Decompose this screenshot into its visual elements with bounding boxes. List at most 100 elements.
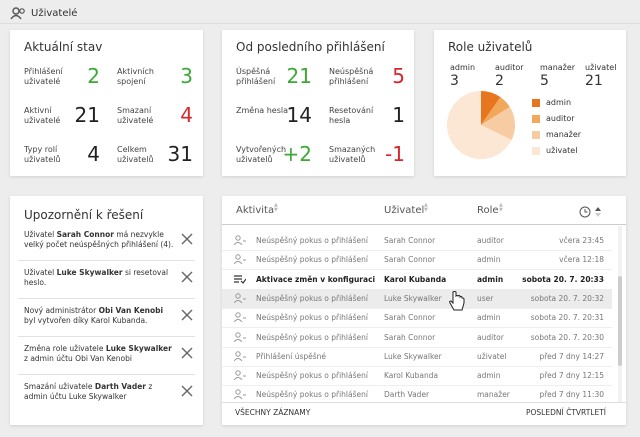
legend-swatch [532,131,540,139]
alert-name: Obi Van Kenobi [98,306,164,315]
role-count: 5 [540,73,549,89]
activity-name: Neúspěšný pokus o přihlášení [256,255,368,265]
activity-name: Neúspěšný pokus o přihlášení [256,332,368,342]
metric-value: 2 [87,64,100,88]
activity-user: Sarah Connor [384,236,436,245]
activity-time: včera 23:45 [559,236,604,245]
card-title: Aktuální stav [24,40,103,54]
table-body: Neúspěšný pokus o přihlášení Sarah Connor… [222,231,626,403]
dismiss-button[interactable] [181,309,193,321]
activity-icon [234,254,246,265]
card-title: Upozornění k řešení [24,208,144,222]
pie-slice [481,91,501,125]
metric-value: 14 [286,103,312,127]
activity-role: admin [477,274,504,284]
activity-role: user [477,293,494,303]
divider [18,260,195,261]
divider [18,336,195,337]
alert-after: byl vytvořen díky Karol Kubanda. [24,306,166,325]
metric-value: +2 [282,142,312,166]
all-records-link[interactable]: VŠECHNY ZÁZNAMY [235,408,311,417]
activity-role: admin [477,313,501,323]
alert-after: si resetoval heslo. [24,268,171,287]
activity-row[interactable]: Neúspěšný pokus o přihlášení Karol Kuband… [222,366,612,387]
role-count: 2 [495,73,504,89]
pie-slice [481,107,515,140]
column-header[interactable]: Aktivita [236,205,275,216]
activity-user: Luke Skywalker [384,293,442,303]
activity-user: Karol Kubanda [384,274,447,284]
activity-user: Darth Vader [384,390,430,400]
metric-label: Aktivní uživatelé [24,106,61,125]
activity-user: Karol Kubanda [384,371,439,381]
status-card: Aktuální stav Přihlášení uživatelé 2 Aktiv… [10,30,203,176]
role-count: 3 [450,73,459,89]
activity-row[interactable]: Neúspěšný pokus o přihlášení Sarah Connor… [222,231,612,251]
sort-arrows[interactable]: ▲ ▼ [274,202,278,213]
activity-row[interactable]: Neúspěšný pokus o přihlášení Sarah Connor… [222,308,612,329]
activity-time: sobota 20. 7. 20:31 [530,313,604,323]
activity-time: před 7 dny 14:27 [539,351,604,361]
role-name: uživatel [585,63,617,72]
alert-text: Nový administrátor Obi Van Kenobi byl vy… [24,306,174,326]
sort-arrows[interactable]: ▲ ▼ [424,202,428,213]
metric-value: 31 [167,142,193,166]
card-title: Role uživatelů [448,40,533,54]
alert-after: z admin účtu Luke Skywalker [24,382,155,401]
activity-role: admin [477,371,501,381]
alert-name: Darth Vader [94,382,147,391]
activity-name: Neúspěšný pokus o přihlášení [256,313,368,323]
column-header[interactable]: Uživatel [384,205,425,216]
dismiss-button[interactable] [181,385,193,397]
activity-icon [234,351,246,361]
alert-before: Nový administrátor [24,306,99,315]
divider [0,23,640,24]
dismiss-button[interactable] [181,271,193,283]
divider [18,374,195,375]
activity-role: manažer [477,390,510,400]
activity-icon [234,389,246,400]
activity-row[interactable]: Neúspěšný pokus o přihlášení Luke Skywalk… [222,288,612,309]
metric-label: Typy rolí uživatelů [24,145,61,164]
column-header[interactable]: Role [477,205,499,216]
metric-label: Neúspěšná přihlášení [329,67,374,86]
alert-after: má nezvykle velký počet neúspěšných přih… [24,230,174,249]
roles-pie [447,91,515,159]
metric-value: -1 [385,142,405,166]
time-sort[interactable] [579,206,605,218]
dismiss-button[interactable] [181,233,193,245]
dismiss-button[interactable] [181,347,193,359]
alert-before: Uživatel [24,268,57,277]
activity-row[interactable]: Neúspěšný pokus o přihlášení Sarah Connor… [222,250,612,271]
metric-label: Celkem uživatelů [117,145,154,164]
alert-text: Uživatel Sarah Connor má nezvykle velký … [24,230,174,250]
metric-value: 1 [392,103,405,127]
activity-row[interactable]: Neúspěšný pokus o přihlášení Darth Vader m… [222,385,612,403]
period-filter[interactable]: POSLEDNÍ ČTVRTLETÍ [526,408,606,417]
alert-before: Smazání uživatele [24,382,95,391]
activity-name: Neúspěšný pokus o přihlášení [256,390,368,400]
alert-before: Změna role uživatele [24,344,106,353]
activity-name: Neúspěšný pokus o přihlášení [256,236,368,245]
scrollbar[interactable] [618,226,622,402]
metric-value: 4 [87,142,100,166]
alert-after: z admin účtu Obi Van Kenobi [24,344,175,363]
card-title: Od posledního přihlášení [236,40,385,54]
activity-time: včera 12:18 [559,255,604,265]
sort-arrows[interactable]: ▲ ▼ [499,202,503,213]
activity-row[interactable]: Aktivace změn v konfiguraci Karol Kubanda… [222,270,612,290]
alert-text: Změna role uživatele Luke Skywalker z ad… [24,344,174,364]
activity-row[interactable]: Neúspěšný pokus o přihlášení Sarah Connor… [222,328,612,348]
metric-label: Změna hesla [236,106,288,115]
table-header: Aktivita ▲ ▼ Uživatel ▲ ▼ Role ▲ ▼ [222,196,626,225]
activity-row[interactable]: Přihlášení úspěšné Luke Skywalker uživatel… [222,347,612,367]
alert-text: Uživatel Luke Skywalker si resetoval hes… [24,268,174,288]
metric-value: 21 [74,103,100,127]
alert-name: Luke Skywalker [56,268,123,277]
activity-name: Neúspěšný pokus o přihlášení [256,293,368,303]
legend-label: auditor [546,114,575,123]
activity-name: Přihlášení úspěšné [256,351,327,361]
legend-label: admin [546,98,572,107]
cursor [449,291,465,311]
